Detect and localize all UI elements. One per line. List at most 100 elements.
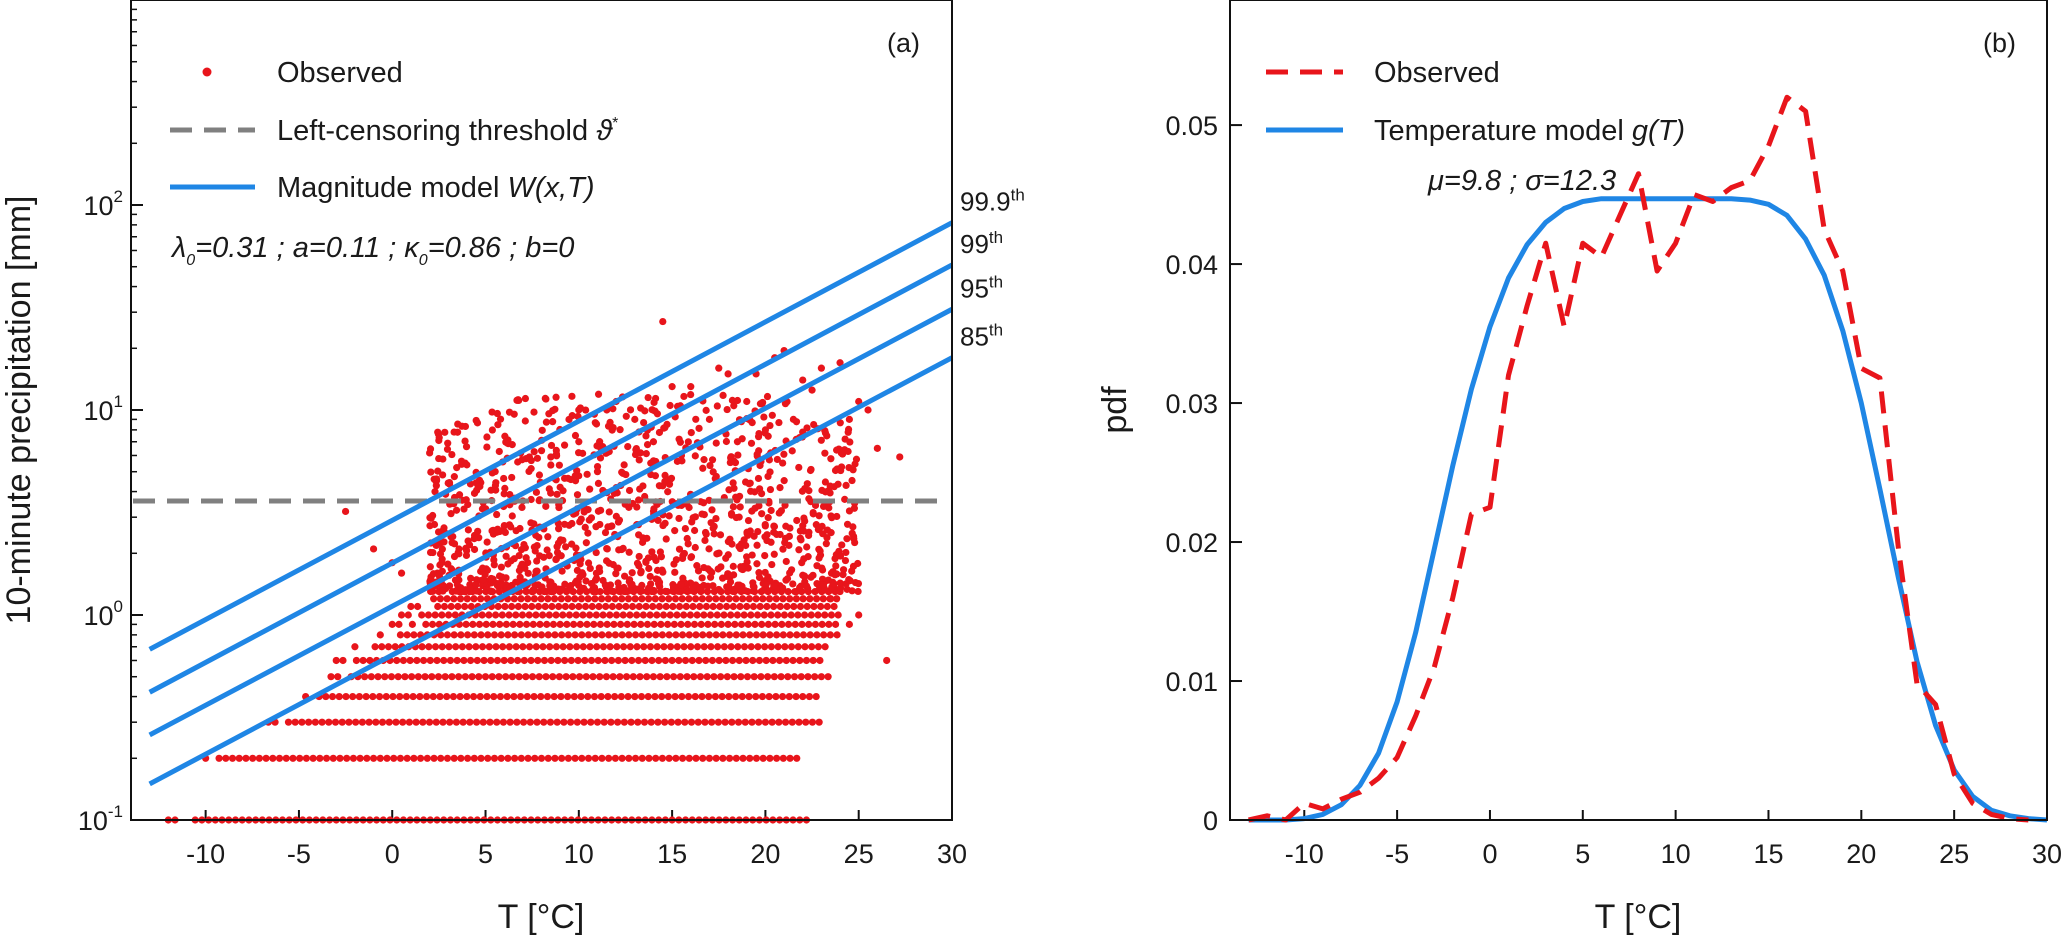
- observed-point: [262, 754, 270, 762]
- observed-point: [687, 428, 695, 437]
- observed-point: [743, 602, 751, 611]
- observed-point: [681, 718, 689, 726]
- observed-point: [495, 447, 503, 456]
- observed-point: [720, 643, 728, 651]
- observed-point: [688, 656, 696, 665]
- observed-point: [733, 396, 742, 405]
- observed-point: [630, 620, 638, 628]
- observed-point: [821, 478, 830, 486]
- observed-point: [439, 455, 447, 463]
- observed-point: [633, 643, 641, 651]
- observed-point: [563, 620, 571, 628]
- observed-point: [575, 449, 583, 457]
- observed-point: [501, 484, 509, 492]
- observed-point: [734, 581, 742, 589]
- panel-b-ytick-label: 0: [1203, 806, 1218, 836]
- observed-point: [533, 454, 542, 462]
- observed-point: [684, 620, 692, 628]
- observed-point: [611, 692, 619, 701]
- observed-point: [730, 402, 738, 410]
- observed-point: [621, 572, 629, 580]
- panel-a-xtick-label: 5: [478, 839, 493, 869]
- observed-point: [713, 402, 721, 410]
- observed-point: [564, 474, 572, 482]
- observed-point: [706, 567, 714, 575]
- observed-point: [575, 673, 584, 681]
- observed-point: [553, 490, 561, 498]
- observed-point: [731, 459, 740, 467]
- observed-point: [626, 611, 634, 619]
- observed-point: [712, 472, 720, 481]
- observed-point: [715, 364, 723, 372]
- observed-point: [499, 643, 507, 651]
- observed-point: [773, 754, 781, 762]
- observed-point: [518, 611, 527, 619]
- observed-point: [653, 643, 661, 651]
- observed-point: [842, 580, 850, 588]
- observed-point: [691, 513, 699, 521]
- observed-point: [760, 611, 768, 619]
- observed-point: [608, 656, 616, 665]
- observed-point: [685, 631, 693, 639]
- observed-point: [781, 400, 790, 408]
- observed-point: [490, 692, 498, 701]
- observed-point: [624, 692, 632, 701]
- observed-point: [460, 505, 468, 513]
- observed-point: [705, 595, 713, 603]
- observed-point: [787, 611, 795, 619]
- observed-point: [584, 692, 592, 701]
- observed-point: [799, 631, 808, 639]
- observed-point: [555, 602, 563, 611]
- observed-point: [521, 394, 530, 403]
- observed-point: [444, 479, 452, 487]
- observed-point: [511, 631, 519, 639]
- panel-b-legend: Observed Temperature model g(T): [1266, 57, 1685, 147]
- observed-point: [488, 426, 496, 434]
- observed-point: [488, 469, 496, 477]
- observed-point: [785, 541, 793, 549]
- panel-a-params: λ0=0.31 ; a=0.11 ; κ0=0.86 ; b=0: [170, 232, 574, 269]
- observed-point: [483, 443, 491, 451]
- observed-point: [284, 718, 293, 726]
- observed-point: [716, 531, 725, 539]
- observed-point: [444, 439, 452, 447]
- observed-point: [822, 540, 830, 548]
- observed-point: [447, 510, 455, 518]
- observed-point: [649, 438, 658, 446]
- observed-point: [467, 602, 475, 611]
- observed-point: [745, 692, 753, 701]
- observed-point: [609, 423, 617, 432]
- observed-point: [537, 595, 545, 603]
- observed-point: [694, 718, 702, 726]
- observed-point: [650, 620, 658, 628]
- observed-point: [731, 692, 740, 701]
- observed-point: [692, 595, 700, 603]
- observed-point: [827, 455, 835, 463]
- observed-point: [598, 754, 606, 762]
- observed-point: [595, 602, 603, 611]
- panel-b-xtick-label: 15: [1753, 839, 1783, 869]
- observed-point: [599, 576, 607, 585]
- observed-point: [653, 611, 661, 619]
- observed-point: [739, 595, 747, 603]
- observed-point: [645, 595, 653, 603]
- observed-point: [724, 570, 732, 578]
- panel-a-ytick-label: 102: [83, 187, 123, 221]
- observed-point: [748, 551, 756, 559]
- observed-point: [815, 524, 824, 532]
- observed-point: [549, 406, 557, 415]
- observed-point: [845, 620, 853, 628]
- observed-point: [558, 567, 566, 575]
- observed-point: [650, 553, 658, 561]
- observed-point: [755, 429, 763, 438]
- observed-point: [527, 519, 535, 527]
- observed-point: [531, 631, 539, 639]
- observed-point: [679, 574, 687, 582]
- observed-point: [864, 406, 872, 414]
- observed-point: [661, 718, 669, 726]
- observed-point: [493, 409, 501, 418]
- observed-point: [830, 580, 838, 588]
- observed-point: [731, 620, 739, 628]
- observed-point: [665, 512, 673, 520]
- observed-point: [768, 560, 776, 569]
